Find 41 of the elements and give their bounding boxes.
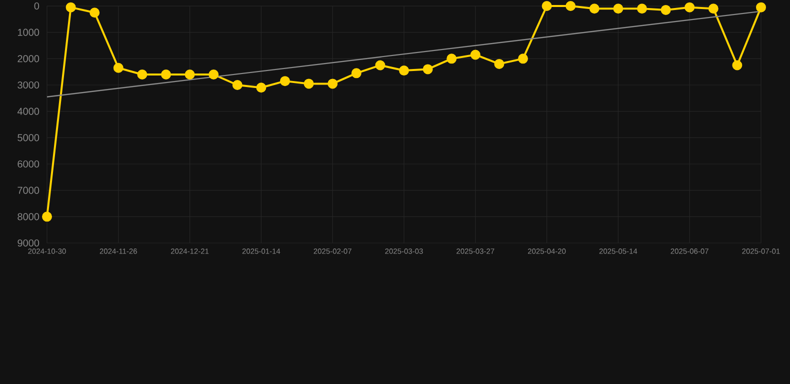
y-tick-label: 2000 (18, 55, 40, 62)
point (399, 66, 409, 76)
point (660, 4, 671, 15)
point (518, 54, 528, 64)
y-tick-label: 0 (34, 2, 40, 10)
point (566, 1, 576, 12)
y-tick-label: 6000 (18, 160, 40, 168)
point (304, 78, 314, 89)
point (256, 82, 266, 93)
point (470, 50, 480, 60)
y-tick-label: 3000 (18, 81, 40, 89)
y-tick-label: 5000 (18, 134, 40, 142)
point (756, 2, 766, 12)
point (351, 68, 362, 78)
point (708, 4, 718, 14)
point (613, 4, 624, 14)
point (589, 4, 600, 14)
point (113, 62, 124, 73)
point (184, 69, 195, 80)
point (232, 80, 242, 90)
y-tick-label: 1000 (18, 28, 40, 36)
point (542, 1, 552, 12)
point (422, 64, 433, 74)
point (137, 69, 148, 80)
point (90, 8, 100, 18)
point (66, 2, 76, 12)
point (494, 58, 504, 69)
point (732, 60, 742, 70)
point (280, 76, 290, 86)
point (684, 2, 695, 12)
point (161, 69, 172, 80)
y-tick-label: 8000 (18, 213, 40, 220)
y-tick-label: 9000 (18, 239, 40, 247)
y-tick-label: 7000 (18, 186, 40, 194)
point (42, 212, 52, 222)
y-tick-label: 4000 (17, 108, 40, 115)
point (446, 54, 457, 64)
point (375, 60, 386, 70)
point (208, 69, 219, 80)
point (328, 78, 338, 89)
point (637, 4, 647, 14)
